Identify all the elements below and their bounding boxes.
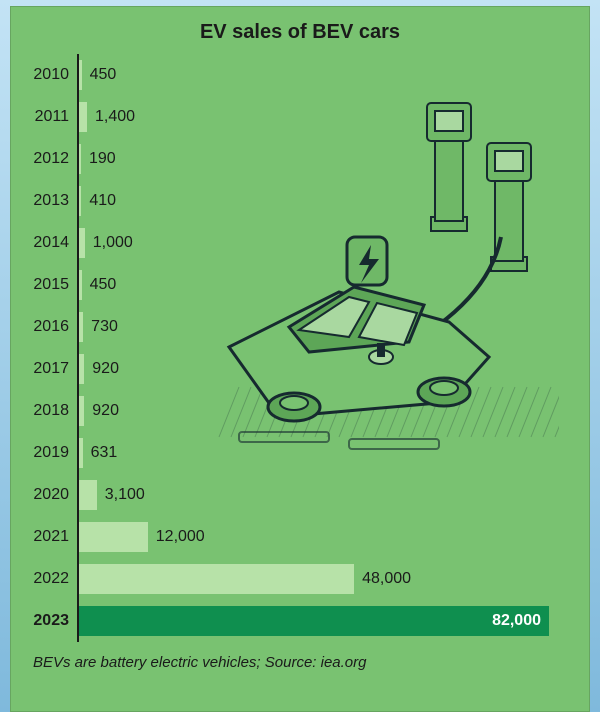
- chart-title: EV sales of BEV cars: [29, 21, 571, 44]
- value-label: 3,100: [97, 486, 153, 504]
- year-label: 2017: [29, 360, 77, 378]
- chart-row: 2020 3,100: [29, 474, 571, 516]
- bar: [79, 522, 148, 552]
- chart-row: 2018 920: [29, 390, 571, 432]
- value-label: 920: [84, 402, 127, 420]
- bar-area: 1,400: [79, 96, 571, 138]
- bar-area: 12,000: [79, 516, 571, 558]
- year-label: 2012: [29, 150, 77, 168]
- value-label: 82,000: [484, 612, 549, 630]
- page: EV sales of BEV cars 201045020111,400201…: [0, 0, 600, 712]
- chart-row: 2021 12,000: [29, 516, 571, 558]
- bar: [79, 480, 97, 510]
- bar-area: 631: [79, 432, 571, 474]
- chart-row: 2017 920: [29, 348, 571, 390]
- bar-area: 3,100: [79, 474, 571, 516]
- value-label: 410: [81, 192, 124, 210]
- bar-area: 450: [79, 264, 571, 306]
- year-label: 2018: [29, 402, 77, 420]
- year-label: 2015: [29, 276, 77, 294]
- chart-row: 2011 1,400: [29, 96, 571, 138]
- chart-row: 2013410: [29, 180, 571, 222]
- chart-row: 2016 730: [29, 306, 571, 348]
- chart-row: 2012190: [29, 138, 571, 180]
- bar-chart: 201045020111,4002012190201341020141,0002…: [29, 54, 571, 642]
- bar-area: 410: [79, 180, 571, 222]
- chart-footnote: BEVs are battery electric vehicles; Sour…: [33, 654, 571, 671]
- chart-row: 2014 1,000: [29, 222, 571, 264]
- value-label: 12,000: [148, 528, 213, 546]
- year-label: 2019: [29, 444, 77, 462]
- value-label: 730: [83, 318, 126, 336]
- bar: [79, 564, 354, 594]
- value-label: 631: [83, 444, 126, 462]
- chart-row: 2019 631: [29, 432, 571, 474]
- bar-area: 48,000: [79, 558, 571, 600]
- chart-card: EV sales of BEV cars 201045020111,400201…: [10, 6, 590, 712]
- bar-area: 190: [79, 138, 571, 180]
- chart-row: 2010 450: [29, 54, 571, 96]
- bar: [79, 102, 87, 132]
- value-label: 1,000: [85, 234, 141, 252]
- year-label: 2022: [29, 570, 77, 588]
- year-label: 2014: [29, 234, 77, 252]
- year-label: 2023: [29, 612, 77, 630]
- year-label: 2021: [29, 528, 77, 546]
- bar-area: 920: [79, 390, 571, 432]
- bar-area: 730: [79, 306, 571, 348]
- bar-area: 450: [79, 54, 571, 96]
- year-label: 2013: [29, 192, 77, 210]
- year-label: 2010: [29, 66, 77, 84]
- value-label: 48,000: [354, 570, 419, 588]
- value-label: 450: [82, 276, 125, 294]
- year-label: 2011: [29, 108, 77, 126]
- value-label: 190: [81, 150, 124, 168]
- value-label: 450: [82, 66, 125, 84]
- chart-row: 2015 450: [29, 264, 571, 306]
- bar-area: 1,000: [79, 222, 571, 264]
- chart-row: 2022 48,000: [29, 558, 571, 600]
- year-label: 2016: [29, 318, 77, 336]
- bar-area: 920: [79, 348, 571, 390]
- value-label: 920: [84, 360, 127, 378]
- bar: 82,000: [79, 606, 549, 636]
- year-label: 2020: [29, 486, 77, 504]
- value-label: 1,400: [87, 108, 143, 126]
- chart-row: 2023 82,000: [29, 600, 571, 642]
- bar-area: 82,000: [79, 600, 571, 642]
